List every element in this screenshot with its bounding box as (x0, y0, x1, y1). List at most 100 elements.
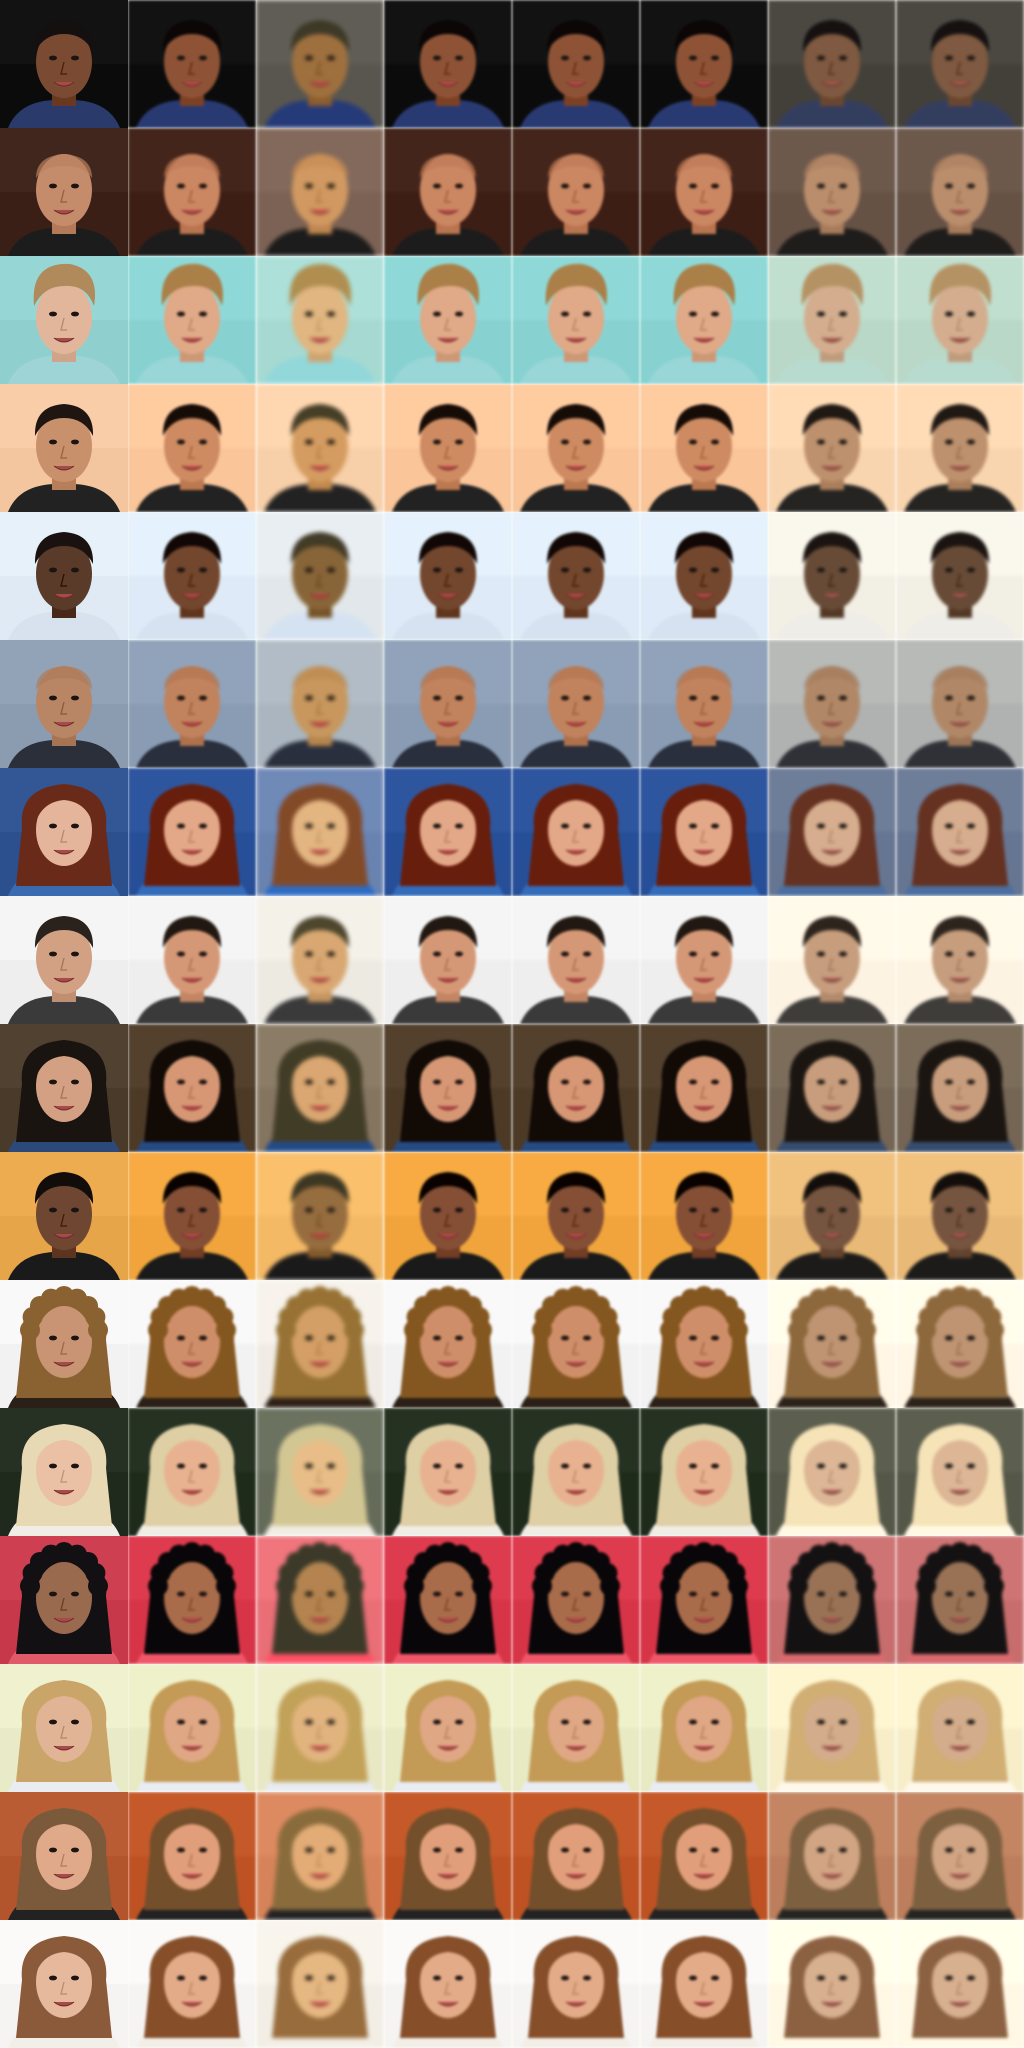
face-thumbnail-icon (768, 768, 896, 896)
face-thumbnail-icon (512, 640, 640, 768)
face-thumbnail-icon (512, 128, 640, 256)
face-thumbnail-icon (640, 1664, 768, 1792)
face-thumbnail-icon (256, 1280, 384, 1408)
reconstructed-face-thumbnail (896, 256, 1024, 384)
reconstructed-face-thumbnail (512, 1408, 640, 1536)
reconstructed-face-thumbnail (256, 1664, 384, 1792)
face-thumbnail-icon (256, 1536, 384, 1664)
face-thumbnail-icon (768, 1152, 896, 1280)
original-face-thumbnail (0, 896, 128, 1024)
face-thumbnail-icon (512, 384, 640, 512)
face-thumbnail-icon (128, 1536, 256, 1664)
reconstructed-face-thumbnail (384, 640, 512, 768)
face-thumbnail-icon (256, 768, 384, 896)
reconstructed-face-thumbnail (640, 128, 768, 256)
reconstructed-face-thumbnail (384, 1408, 512, 1536)
reconstructed-face-thumbnail (128, 768, 256, 896)
face-thumbnail-icon (256, 640, 384, 768)
face-thumbnail-icon (768, 1792, 896, 1920)
reconstructed-face-thumbnail (896, 640, 1024, 768)
reconstructed-face-thumbnail (640, 256, 768, 384)
face-thumbnail-icon (640, 128, 768, 256)
reconstructed-face-thumbnail (768, 896, 896, 1024)
reconstructed-face-thumbnail (896, 384, 1024, 512)
reconstructed-face-thumbnail (640, 1920, 768, 2048)
reconstructed-face-thumbnail (384, 256, 512, 384)
face-thumbnail-icon (0, 384, 128, 512)
reconstructed-face-thumbnail (896, 768, 1024, 896)
reconstructed-face-thumbnail (512, 896, 640, 1024)
face-thumbnail-icon (256, 384, 384, 512)
reconstructed-face-thumbnail (384, 1536, 512, 1664)
face-thumbnail-icon (128, 512, 256, 640)
face-thumbnail-icon (640, 768, 768, 896)
reconstructed-face-thumbnail (768, 384, 896, 512)
face-thumbnail-icon (512, 1920, 640, 2048)
original-face-thumbnail (0, 1152, 128, 1280)
face-thumbnail-icon (896, 1152, 1024, 1280)
reconstructed-face-thumbnail (384, 1664, 512, 1792)
face-thumbnail-icon (128, 0, 256, 128)
face-thumbnail-icon (0, 256, 128, 384)
face-thumbnail-icon (256, 512, 384, 640)
reconstructed-face-thumbnail (896, 1664, 1024, 1792)
reconstructed-face-thumbnail (896, 0, 1024, 128)
face-thumbnail-icon (256, 1920, 384, 2048)
face-thumbnail-icon (128, 384, 256, 512)
reconstructed-face-thumbnail (128, 0, 256, 128)
reconstructed-face-thumbnail (256, 0, 384, 128)
original-face-thumbnail (0, 768, 128, 896)
reconstructed-face-thumbnail (256, 1024, 384, 1152)
reconstructed-face-thumbnail (128, 512, 256, 640)
reconstructed-face-thumbnail (896, 1792, 1024, 1920)
reconstructed-face-thumbnail (768, 512, 896, 640)
face-thumbnail-icon (0, 1024, 128, 1152)
reconstructed-face-thumbnail (768, 1024, 896, 1152)
face-thumbnail-icon (896, 896, 1024, 1024)
face-thumbnail-icon (768, 128, 896, 256)
face-thumbnail-icon (128, 640, 256, 768)
face-thumbnail-icon (896, 256, 1024, 384)
face-thumbnail-icon (768, 0, 896, 128)
face-thumbnail-icon (512, 1664, 640, 1792)
face-thumbnail-icon (384, 384, 512, 512)
reconstructed-face-thumbnail (128, 128, 256, 256)
face-thumbnail-icon (128, 128, 256, 256)
reconstructed-face-thumbnail (128, 384, 256, 512)
face-thumbnail-icon (640, 1280, 768, 1408)
reconstructed-face-thumbnail (768, 1152, 896, 1280)
reconstructed-face-thumbnail (640, 1024, 768, 1152)
reconstructed-face-thumbnail (128, 1152, 256, 1280)
reconstructed-face-thumbnail (384, 1792, 512, 1920)
reconstructed-face-thumbnail (640, 1536, 768, 1664)
face-thumbnail-icon (384, 1792, 512, 1920)
face-thumbnail-icon (0, 1152, 128, 1280)
face-thumbnail-icon (512, 0, 640, 128)
face-thumbnail-icon (0, 1408, 128, 1536)
reconstructed-face-thumbnail (128, 1280, 256, 1408)
face-thumbnail-icon (896, 1792, 1024, 1920)
reconstructed-face-thumbnail (640, 512, 768, 640)
reconstructed-face-thumbnail (384, 1280, 512, 1408)
reconstructed-face-thumbnail (512, 128, 640, 256)
reconstructed-face-thumbnail (384, 896, 512, 1024)
reconstructed-face-thumbnail (256, 1792, 384, 1920)
reconstructed-face-thumbnail (896, 1536, 1024, 1664)
reconstructed-face-thumbnail (256, 384, 384, 512)
reconstructed-face-thumbnail (512, 1920, 640, 2048)
face-thumbnail-icon (384, 1536, 512, 1664)
face-thumbnail-icon (384, 640, 512, 768)
face-thumbnail-icon (512, 1024, 640, 1152)
reconstructed-face-thumbnail (768, 0, 896, 128)
original-face-thumbnail (0, 512, 128, 640)
original-face-thumbnail (0, 1408, 128, 1536)
reconstructed-face-thumbnail (384, 512, 512, 640)
original-face-thumbnail (0, 384, 128, 512)
face-thumbnail-icon (384, 128, 512, 256)
face-thumbnail-icon (0, 1280, 128, 1408)
reconstructed-face-thumbnail (512, 0, 640, 128)
face-thumbnail-icon (640, 1536, 768, 1664)
reconstructed-face-thumbnail (896, 1024, 1024, 1152)
reconstructed-face-thumbnail (256, 512, 384, 640)
face-thumbnail-icon (896, 128, 1024, 256)
